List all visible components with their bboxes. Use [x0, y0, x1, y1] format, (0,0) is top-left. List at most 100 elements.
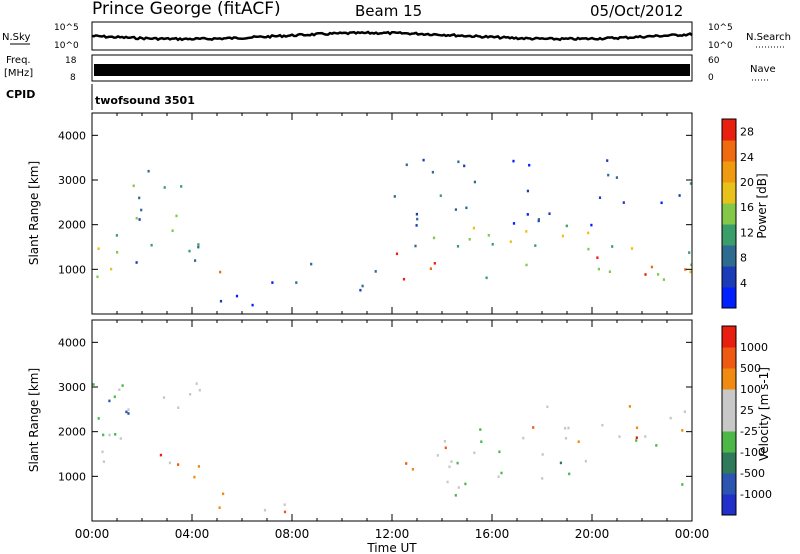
- velocity-cell: [480, 440, 483, 443]
- velocity-cell: [177, 463, 180, 466]
- power-cell: [310, 262, 313, 266]
- velocity-cell: [464, 482, 467, 486]
- power-cell: [197, 245, 200, 249]
- velocity-cell: [655, 444, 658, 447]
- nsky-bottom-tick: 10^0: [54, 41, 79, 51]
- velocity-cell: [127, 412, 130, 415]
- beam-title: Beam 15: [355, 2, 422, 20]
- power-cell: [587, 231, 590, 235]
- power-cell: [534, 244, 537, 247]
- x-axis-title: Time UT: [366, 541, 417, 554]
- velocity-cell: [127, 408, 130, 411]
- power-cell: [662, 278, 665, 281]
- power-cell: [439, 194, 442, 197]
- velocity-cell: [567, 426, 570, 430]
- power-cell: [180, 185, 183, 188]
- velocity-cell: [479, 428, 482, 431]
- velocity-cell: [584, 459, 587, 463]
- velocity-cell: [635, 439, 638, 442]
- power-cell: [175, 214, 178, 218]
- power-cell: [359, 288, 362, 292]
- velocity-cell: [411, 468, 414, 471]
- x-tick-label: 12:00: [375, 527, 410, 541]
- velocity-y-tick-label: 3000: [58, 381, 86, 394]
- x-tick-label: 16:00: [475, 527, 510, 541]
- velocity-cell: [114, 433, 117, 436]
- power-cell: [597, 267, 600, 271]
- power-colorbar-swatch: [722, 182, 736, 204]
- power-cell: [374, 270, 377, 273]
- x-tick-label: 08:00: [275, 527, 310, 541]
- freq-top-tick: 18: [65, 56, 77, 66]
- power-cell: [596, 256, 599, 259]
- power-colorbar-tick-label: 24: [740, 151, 754, 164]
- power-cell: [219, 270, 222, 274]
- velocity-colorbar-tick-label: -25: [740, 425, 758, 438]
- power-cell: [422, 158, 425, 162]
- velocity-cell: [522, 436, 525, 440]
- velocity-colorbar-tick-label: 1000: [740, 341, 768, 354]
- velocity-cell: [119, 437, 122, 440]
- velocity-cell: [635, 436, 638, 439]
- velocity-cell: [532, 426, 535, 429]
- velocity-colorbar-swatch: [722, 410, 736, 432]
- power-cell: [405, 163, 408, 167]
- velocity-cell: [108, 399, 111, 403]
- velocity-cell: [118, 388, 121, 391]
- freq-label-line2: [MHz]: [4, 68, 33, 79]
- velocity-cell: [198, 388, 201, 392]
- power-cell: [414, 244, 417, 248]
- velocity-cell: [564, 427, 567, 430]
- velocity-heatmap: [92, 382, 686, 514]
- power-colorbar-tick-label: 8: [740, 252, 747, 265]
- velocity-cell: [102, 460, 105, 463]
- velocity-cell: [108, 433, 111, 437]
- power-colorbar-swatch: [722, 203, 736, 225]
- velocity-frame: [91, 319, 693, 522]
- power-cell: [456, 245, 460, 248]
- freq-bottom-tick: 8: [70, 73, 76, 83]
- power-y-tick-label: 1000: [58, 263, 86, 276]
- power-cell: [528, 163, 531, 167]
- velocity-cell: [644, 435, 647, 438]
- velocity-cell: [101, 450, 104, 454]
- velocity-cell: [218, 506, 221, 509]
- velocity-cell: [177, 406, 180, 409]
- nsearch-top-tick: 10^5: [708, 23, 733, 33]
- power-y-tick-label: 4000: [58, 129, 86, 142]
- x-tick-label: 04:00: [175, 527, 210, 541]
- power-cell: [135, 261, 138, 264]
- power-cell: [525, 263, 528, 267]
- velocity-cell: [263, 508, 267, 512]
- velocity-cell: [454, 494, 457, 497]
- x-tick-label: 00:00: [75, 527, 110, 541]
- power-cell: [512, 159, 515, 163]
- power-cell: [678, 194, 681, 197]
- nsky-top-tick: 10^5: [54, 23, 79, 33]
- power-colorbar-swatch: [722, 287, 736, 309]
- time-x-axis: 00:00 04:00 08:00 12:00 16:00 20:00 00:00: [75, 527, 710, 541]
- power-cell: [140, 208, 143, 212]
- power-cell: [465, 206, 468, 210]
- velocity-cell: [541, 477, 544, 480]
- velocity-cell: [113, 395, 116, 399]
- velocity-colorbar-label: Velocity [m s-1]: [757, 367, 771, 461]
- power-cell: [432, 236, 436, 240]
- date-title: 05/Oct/2012: [590, 2, 683, 20]
- velocity-cell: [125, 410, 128, 414]
- velocity-cell: [618, 435, 621, 438]
- velocity-cell: [681, 429, 684, 432]
- power-cell: [548, 212, 551, 215]
- velocity-cell: [159, 453, 162, 457]
- power-cell: [116, 251, 119, 254]
- power-cell: [163, 186, 166, 189]
- power-cell: [650, 265, 653, 269]
- velocity-cell: [283, 503, 286, 506]
- nave-bottom-tick: 0: [708, 73, 714, 83]
- power-cell: [194, 259, 197, 262]
- power-cell: [615, 176, 618, 179]
- power-y-label: Slant Range [km]: [27, 161, 41, 265]
- power-cell: [684, 268, 687, 271]
- velocity-cell: [102, 433, 105, 437]
